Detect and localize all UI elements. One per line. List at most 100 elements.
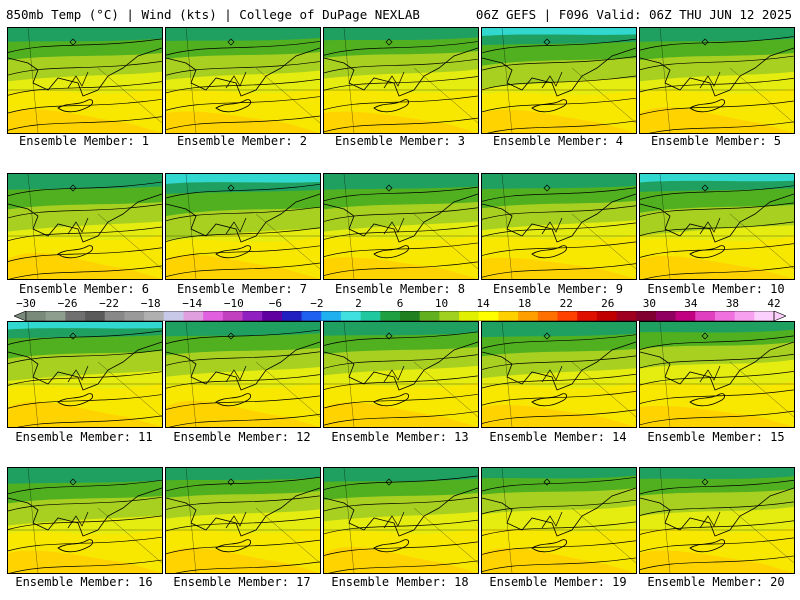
colorbar-swatch	[124, 311, 145, 321]
temperature-map	[482, 468, 636, 573]
colorbar-tick-label: 2	[355, 297, 362, 310]
ensemble-member-label: Ensemble Member: 2	[176, 134, 308, 148]
colorbar-tick-label: 22	[559, 297, 573, 310]
colorbar-swatch	[163, 311, 184, 321]
colorbar-swatch	[301, 311, 322, 321]
colorbar-swatch	[478, 311, 499, 321]
colorbar-swatch	[360, 311, 381, 321]
temperature-map	[324, 322, 478, 427]
temperature-map	[166, 468, 320, 573]
ensemble-member-label: Ensemble Member: 11	[15, 430, 153, 444]
chart-title: 850mb Temp (°C) | Wind (kts) | College o…	[6, 7, 420, 22]
colorbar-tick-label: −26	[57, 297, 78, 310]
colorbar-swatch	[400, 311, 421, 321]
colorbar-swatch	[616, 311, 637, 321]
map-panel	[323, 27, 479, 134]
colorbar-tick-label: 6	[396, 297, 404, 310]
map-panel	[481, 173, 637, 280]
temperature-map	[640, 468, 794, 573]
colorbar-tick-label: 18	[518, 297, 532, 310]
colorbar-tick-label: 26	[601, 297, 615, 310]
colorbar-swatch	[557, 311, 578, 321]
temperature-map	[640, 28, 794, 133]
temperature-map	[640, 322, 794, 427]
colorbar-swatch	[262, 311, 283, 321]
temperature-map	[8, 322, 162, 427]
colorbar-tick-label: −6	[268, 297, 282, 310]
map-panel	[481, 27, 637, 134]
temperature-map	[166, 28, 320, 133]
temperature-map	[482, 28, 636, 133]
colorbar-swatch	[577, 311, 598, 321]
colorbar-swatch	[45, 311, 66, 321]
map-panel	[165, 321, 321, 428]
map-panel	[7, 321, 163, 428]
ensemble-member-label: Ensemble Member: 14	[489, 430, 627, 444]
temperature-map	[324, 468, 478, 573]
run-valid-time: 06Z GEFS | F096 Valid: 06Z THU JUN 12 20…	[475, 7, 792, 22]
ensemble-member-label: Ensemble Member: 1	[18, 134, 150, 148]
map-panel	[7, 467, 163, 574]
map-panel	[323, 321, 479, 428]
temperature-map	[324, 174, 478, 279]
map-panel	[639, 467, 795, 574]
colorbar-tick-label: −30	[16, 297, 36, 310]
colorbar-swatch	[439, 311, 460, 321]
ensemble-member-label: Ensemble Member: 15	[647, 430, 785, 444]
temperature-map	[8, 174, 162, 279]
colorbar-swatch	[498, 311, 519, 321]
map-panel	[165, 173, 321, 280]
colorbar-swatch	[734, 311, 755, 321]
ensemble-member-label: Ensemble Member: 17	[173, 575, 311, 589]
colorbar-tick-label: 10	[434, 297, 449, 310]
temperature-map	[8, 28, 162, 133]
colorbar-tick-label: −10	[223, 297, 244, 310]
colorbar-swatch	[281, 311, 302, 321]
colorbar-swatch	[183, 311, 204, 321]
ensemble-member-label: Ensemble Member: 7	[176, 282, 308, 296]
colorbar-swatch	[655, 311, 676, 321]
ensemble-member-label: Ensemble Member: 9	[492, 282, 624, 296]
colorbar-swatch	[754, 311, 775, 321]
map-panel	[481, 321, 637, 428]
map-panel	[481, 467, 637, 574]
map-panel	[165, 467, 321, 574]
ensemble-member-label: Ensemble Member: 6	[18, 282, 150, 296]
temperature-map	[8, 468, 162, 573]
colorbar-swatch	[144, 311, 165, 321]
ensemble-member-label: Ensemble Member: 8	[334, 282, 466, 296]
map-panel	[7, 173, 163, 280]
colorbar-swatch	[596, 311, 617, 321]
colorbar-swatch	[459, 311, 480, 321]
colorbar-swatch	[65, 311, 86, 321]
colorbar-swatch	[537, 311, 558, 321]
colorbar-tick-label: 34	[684, 297, 698, 310]
temperature-map	[640, 174, 794, 279]
colorbar-tick-label: 42	[767, 297, 781, 310]
temperature-map	[482, 174, 636, 279]
colorbar-right-arrow	[773, 311, 786, 321]
ensemble-member-label: Ensemble Member: 18	[331, 575, 469, 589]
colorbar-swatch	[695, 311, 716, 321]
ensemble-member-label: Ensemble Member: 12	[173, 430, 311, 444]
colorbar-tick-label: −2	[310, 297, 324, 310]
map-panel	[639, 321, 795, 428]
ensemble-member-label: Ensemble Member: 5	[650, 134, 782, 148]
colorbar-swatch	[85, 311, 106, 321]
map-panel	[7, 27, 163, 134]
map-panel	[639, 173, 795, 280]
colorbar-swatch	[104, 311, 125, 321]
colorbar-swatch	[714, 311, 736, 321]
ensemble-member-label: Ensemble Member: 20	[647, 575, 785, 589]
temperature-map	[324, 28, 478, 133]
colorbar-swatch	[321, 311, 342, 321]
colorbar-tick-label: 38	[725, 297, 740, 310]
map-panel	[323, 467, 479, 574]
ensemble-member-label: Ensemble Member: 16	[15, 575, 153, 589]
colorbar-swatch	[222, 311, 243, 321]
colorbar-swatch	[518, 311, 539, 321]
colorbar-left-arrow	[14, 311, 27, 321]
colorbar-swatch	[419, 311, 440, 321]
ensemble-member-label: Ensemble Member: 3	[334, 134, 466, 148]
map-panel	[165, 27, 321, 134]
